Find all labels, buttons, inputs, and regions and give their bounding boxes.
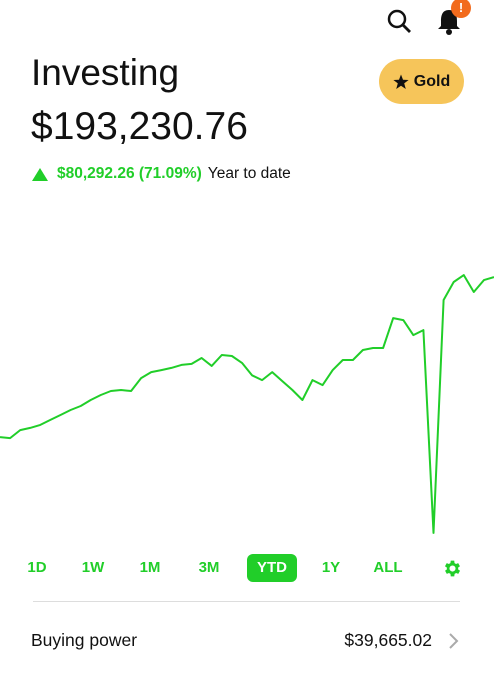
range-button[interactable]: YTD (247, 554, 297, 582)
change-amount: $80,292.26 (71.09%) (57, 165, 202, 182)
buying-power-value[interactable]: $39,665.02 (344, 630, 432, 650)
search-icon[interactable] (386, 8, 412, 34)
range-button[interactable]: 3M (198, 559, 220, 576)
gold-button[interactable]: Gold (379, 59, 464, 104)
range-button[interactable]: 1M (139, 559, 161, 576)
settings-icon[interactable] (442, 558, 463, 579)
chart (0, 274, 494, 534)
buying-power-label[interactable]: Buying power (31, 630, 138, 650)
portfolio-value: $193,230.76 (31, 105, 248, 148)
change-period: Year to date (207, 165, 291, 182)
notification-badge: ! (451, 0, 471, 18)
divider (33, 601, 460, 602)
star-icon (393, 74, 409, 89)
up-arrow (32, 167, 48, 181)
page-title: Investing (31, 52, 180, 93)
chevron-icon[interactable] (448, 632, 460, 650)
range-button[interactable]: 1D (27, 559, 47, 576)
range-button[interactable]: 1Y (321, 559, 341, 576)
gold-label: Gold (413, 72, 451, 90)
change-row: $80,292.26 (71.09%) Year to date (32, 165, 291, 183)
price-line (0, 274, 494, 534)
range-button[interactable]: 1W (81, 559, 105, 576)
range-button[interactable]: ALL (373, 559, 403, 576)
range-selector: 1D 1W 1M 3M YTD 1Y ALL (0, 554, 494, 582)
